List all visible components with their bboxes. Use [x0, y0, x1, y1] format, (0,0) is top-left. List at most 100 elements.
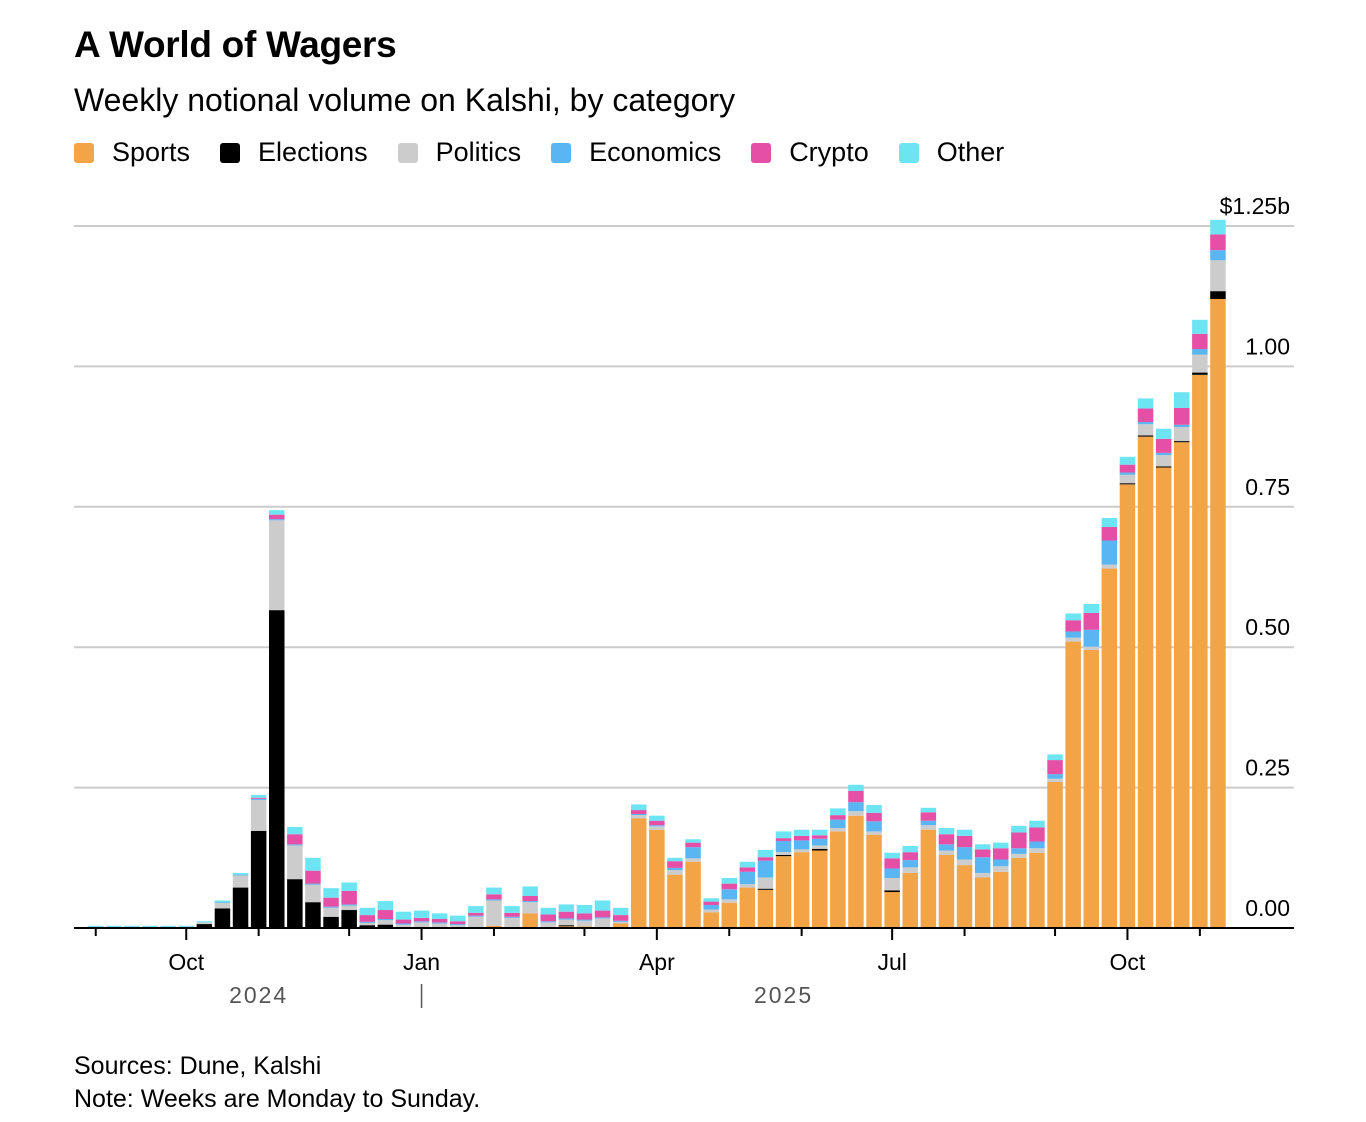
bar-segment-politics — [793, 849, 810, 853]
bar-segment-crypto — [450, 921, 466, 925]
bar-segment-economics — [323, 906, 339, 908]
bar-segment-other — [884, 852, 900, 859]
bar-week — [1210, 219, 1226, 928]
bar-segment-sports — [993, 871, 1009, 928]
bar-segment-sports — [884, 892, 900, 928]
bar-segment-crypto — [486, 894, 502, 900]
bar-segment-politics — [323, 907, 339, 917]
bar-segment-economics — [395, 923, 412, 925]
bar-segment-other — [160, 925, 176, 927]
bar-segment-crypto — [1011, 832, 1027, 849]
bar-segment-elections — [1119, 483, 1136, 485]
bar-segment-other — [866, 805, 882, 813]
bar-segment-sports — [1029, 852, 1045, 928]
bar-segment-other — [395, 911, 412, 920]
bar-segment-sports — [1101, 568, 1118, 928]
bar-segment-economics — [1029, 841, 1045, 849]
legend-item-other: Other — [898, 137, 1004, 168]
bar-week — [395, 911, 412, 928]
bar-week — [1155, 428, 1172, 928]
bar-segment-crypto — [848, 790, 864, 803]
bar-segment-politics — [1065, 637, 1081, 642]
bar-segment-politics — [341, 905, 357, 911]
bar-week — [269, 510, 285, 928]
bar-segment-economics — [1083, 629, 1099, 647]
bar-week — [703, 898, 719, 928]
bar-segment-economics — [250, 798, 267, 800]
bar-segment-politics — [974, 872, 991, 878]
bar-segment-other — [793, 829, 810, 836]
bar-segment-economics — [450, 924, 466, 926]
bar-segment-economics — [1210, 250, 1226, 261]
bar-segment-politics — [1210, 260, 1226, 292]
bar-segment-elections — [1210, 291, 1226, 300]
bar-week — [631, 804, 647, 928]
bar-segment-sports — [1011, 857, 1027, 928]
bar-week — [250, 794, 267, 928]
bar-week — [1192, 319, 1208, 929]
bar-segment-politics — [377, 920, 394, 925]
bar-segment-politics — [522, 902, 538, 914]
bar-segment-crypto — [250, 797, 267, 799]
bar-segment-politics — [1174, 427, 1190, 442]
bar-segment-sports — [486, 925, 502, 928]
bar-segment-other — [721, 878, 737, 884]
bar-segment-politics — [232, 875, 249, 888]
bar-segment-other — [250, 794, 267, 798]
bar-segment-sports — [631, 818, 647, 928]
bar-segment-sports — [1137, 436, 1154, 928]
bar-segment-politics — [902, 867, 918, 873]
bar-segment-sports — [830, 831, 846, 928]
legend-label-sports: Sports — [112, 137, 191, 167]
bar-segment-elections — [269, 610, 285, 928]
bar-segment-politics — [830, 828, 846, 832]
x-tick-label: Oct — [1110, 949, 1146, 975]
bar-segment-other — [413, 910, 430, 918]
bar-segment-other — [1065, 613, 1081, 621]
bar-segment-sports — [938, 854, 955, 928]
bar-segment-economics — [956, 847, 973, 860]
bar-segment-other — [685, 839, 701, 843]
bar-segment-other — [106, 925, 122, 927]
bar-week — [287, 826, 303, 928]
bar-segment-crypto — [884, 858, 900, 869]
bar-week — [196, 921, 213, 928]
bar-segment-politics — [775, 852, 792, 855]
legend-swatch-other — [898, 142, 919, 163]
bar-segment-sports — [974, 877, 991, 928]
legend-label-crypto: Crypto — [789, 137, 869, 167]
bar-week — [902, 846, 918, 928]
bar-segment-economics — [540, 921, 556, 923]
bar-segment-economics — [974, 857, 991, 873]
legend-label-politics: Politics — [435, 137, 522, 167]
year-label: 2025 — [754, 982, 813, 1008]
bar-segment-sports — [866, 834, 882, 928]
bar-segment-crypto — [377, 910, 394, 920]
bar-segment-crypto — [359, 915, 375, 922]
bar-week — [993, 842, 1009, 928]
bar-segment-other — [1011, 825, 1027, 833]
legend-swatch-economics — [551, 142, 572, 163]
bars — [88, 219, 1226, 929]
bar-segment-sports — [522, 913, 538, 928]
bar-segment-sports — [793, 852, 810, 928]
bar-segment-crypto — [902, 852, 918, 861]
bar-segment-other — [920, 807, 937, 813]
bar-segment-other — [1137, 398, 1154, 409]
y-tick-label: $1.25b — [1220, 193, 1290, 219]
x-tick-label: Apr — [639, 949, 675, 975]
bar-segment-economics — [1155, 452, 1172, 456]
bar-segment-crypto — [558, 911, 575, 919]
bar-week — [576, 904, 593, 928]
bar-segment-crypto — [395, 919, 412, 924]
bar-segment-elections — [305, 902, 321, 928]
bar-segment-elections — [1155, 466, 1172, 468]
bar-segment-sports — [612, 923, 629, 928]
bar-segment-politics — [667, 870, 683, 875]
bar-week — [323, 888, 339, 928]
bar-segment-crypto — [685, 842, 701, 848]
bar-segment-economics — [1119, 472, 1136, 475]
bar-week — [757, 849, 774, 928]
bar-segment-crypto — [576, 913, 593, 920]
